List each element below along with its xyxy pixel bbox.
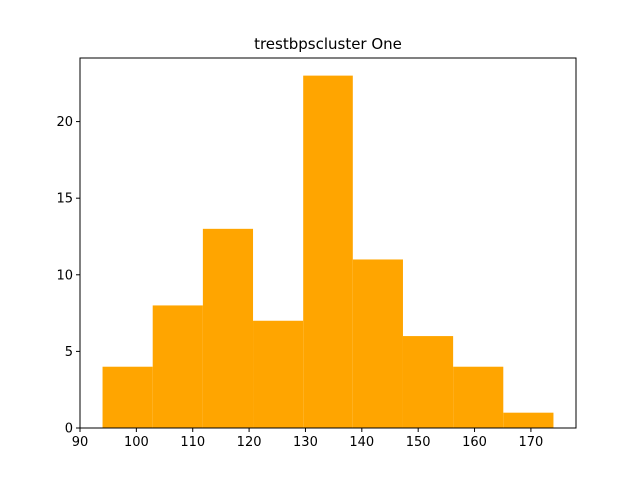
x-tick-label: 160 [462, 435, 487, 450]
y-tick-label: 15 [56, 192, 73, 207]
histogram-bar-8 [503, 412, 554, 428]
y-tick-label: 10 [56, 268, 73, 283]
x-tick-label: 90 [72, 435, 89, 450]
histogram-bar-1 [152, 305, 203, 428]
y-tick-label: 0 [65, 422, 73, 437]
x-tick-label: 120 [237, 435, 262, 450]
x-tick-label: 150 [406, 435, 431, 450]
histogram-bar-5 [352, 259, 403, 428]
x-tick-label: 110 [180, 435, 205, 450]
x-tick-label: 140 [349, 435, 374, 450]
histogram-bar-4 [303, 75, 353, 428]
chart-title: trestbpscluster One [254, 35, 402, 53]
histogram-bar-7 [453, 366, 504, 428]
plot-frame [79, 57, 577, 429]
x-tick-label: 170 [518, 435, 543, 450]
y-tick-label: 20 [56, 115, 73, 130]
histogram-bar-2 [202, 228, 254, 428]
y-axis-ticks: 0 5 10 15 20 [56, 115, 80, 437]
histogram-bar-3 [253, 320, 304, 428]
x-tick-label: 130 [293, 435, 318, 450]
bars-group [102, 75, 554, 428]
histogram-bar-0 [102, 366, 153, 428]
x-tick-label: 100 [124, 435, 149, 450]
histogram-bar-6 [402, 336, 454, 428]
y-tick-label: 5 [65, 345, 73, 360]
x-axis-ticks: 90 100 110 120 130 140 150 160 170 [72, 428, 543, 450]
